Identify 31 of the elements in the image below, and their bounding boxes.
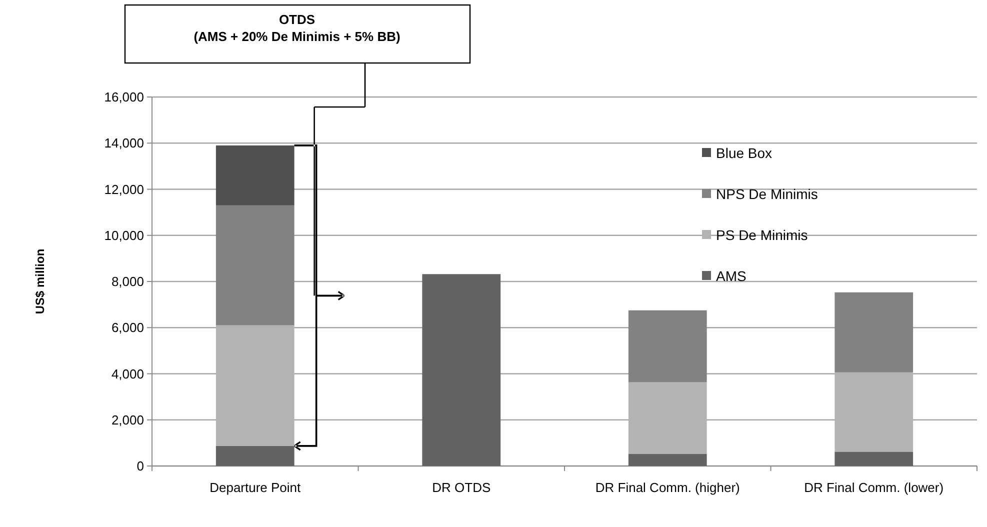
- y-tick-label: 16,000: [104, 90, 144, 105]
- y-axis-title: US$ million: [33, 248, 47, 314]
- y-tick-label: 12,000: [104, 182, 144, 197]
- bar: [216, 325, 294, 446]
- bar: [216, 205, 294, 326]
- x-tick-label: Departure Point: [210, 480, 302, 495]
- legend-label: PS De Minimis: [716, 226, 808, 243]
- y-tick-label: 0: [136, 458, 144, 474]
- text: (AMS + 20% De Minimis + 5% BB): [194, 29, 400, 44]
- bar: [422, 274, 501, 466]
- y-tick-label: 10,000: [104, 228, 144, 243]
- x-tick-label: DR Final Comm. (lower): [804, 480, 944, 495]
- bar: [216, 446, 294, 466]
- legend-label: NPS De Minimis: [716, 186, 818, 202]
- y-tick-label: 4,000: [111, 366, 144, 382]
- y-tick-label: 6,000: [111, 320, 144, 336]
- bar: [216, 145, 294, 206]
- y-tick-label: 8,000: [111, 274, 144, 290]
- bar: [628, 310, 707, 382]
- bar: [834, 372, 914, 452]
- y-tick-label: 2,000: [111, 412, 144, 428]
- bar: [628, 382, 707, 454]
- x-tick-label: DR Final Comm. (higher): [595, 480, 740, 495]
- y-tick-label: 14,000: [104, 136, 144, 151]
- text: OTDS: [278, 12, 316, 27]
- bar: [628, 454, 707, 466]
- bar: [834, 452, 914, 466]
- x-tick-label: DR OTDS: [432, 480, 491, 495]
- legend-label: Blue Box: [716, 144, 772, 161]
- legend-label: AMS: [716, 268, 746, 284]
- bar: [834, 292, 914, 372]
